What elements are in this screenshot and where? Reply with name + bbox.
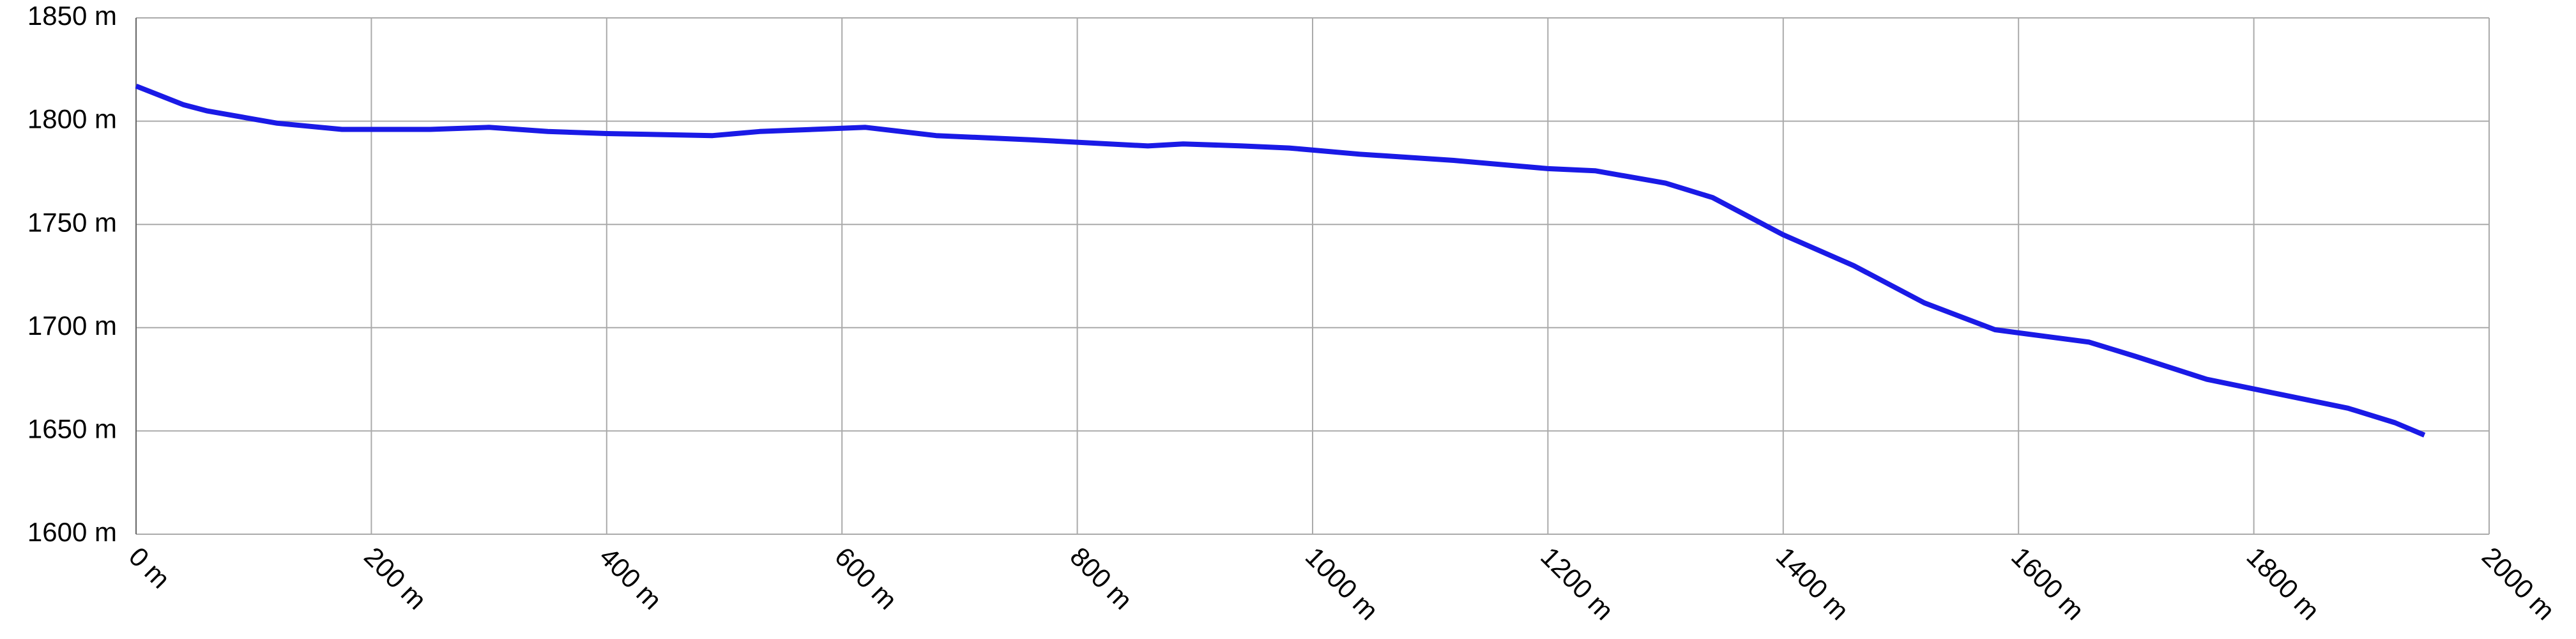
x-tick-label: 600 m: [829, 541, 903, 615]
x-tick-label: 2000 m: [2476, 541, 2561, 626]
y-tick-label: 1600 m: [27, 517, 117, 547]
x-tick-label: 0 m: [123, 541, 176, 594]
y-tick-label: 1850 m: [27, 1, 117, 31]
y-tick-label: 1700 m: [27, 311, 117, 341]
x-tick-label: 400 m: [594, 541, 668, 615]
x-tick-label: 1000 m: [1300, 541, 1384, 626]
x-tick-label: 800 m: [1064, 541, 1138, 615]
x-tick-label: 1400 m: [1771, 541, 1855, 626]
x-tick-label: 1200 m: [1535, 541, 1619, 626]
line: [135, 83, 2426, 438]
y-tick-label: 1800 m: [27, 104, 117, 134]
x-tick-label: 1600 m: [2006, 541, 2090, 626]
x-tick-label: 1800 m: [2241, 541, 2325, 626]
x-tick-label: 200 m: [358, 541, 432, 615]
y-tick-label: 1650 m: [27, 413, 117, 443]
y-tick-label: 1750 m: [27, 207, 117, 237]
